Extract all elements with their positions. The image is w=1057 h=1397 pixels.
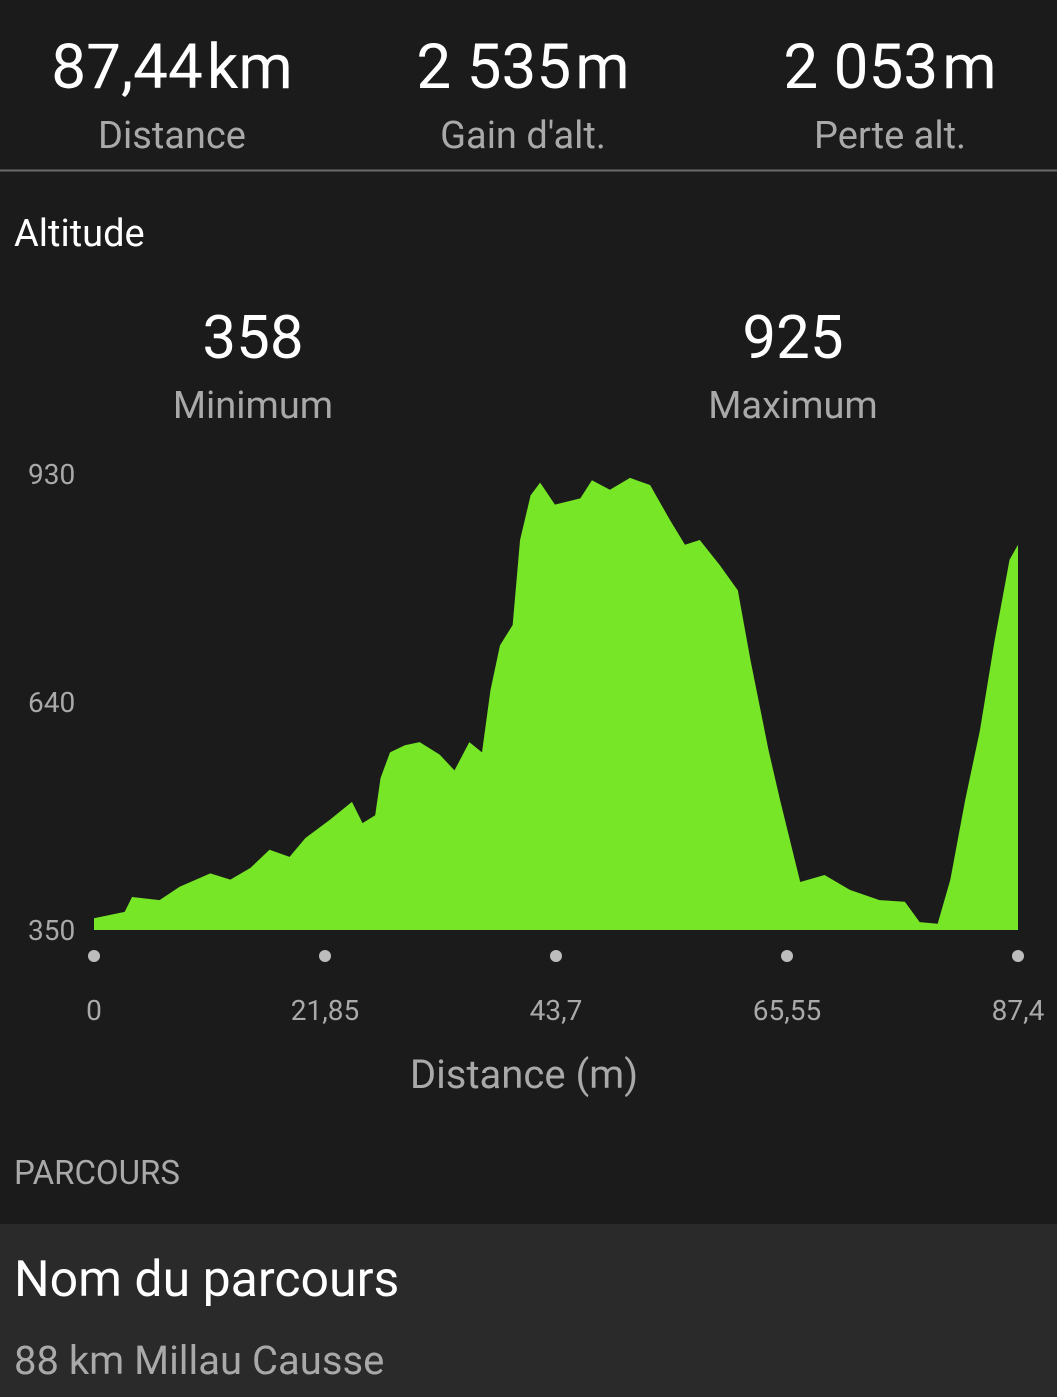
x-tick-label: 21,85	[291, 994, 359, 1027]
max-value: 925	[742, 302, 843, 373]
x-tick-dot	[781, 950, 793, 962]
x-tick-dot	[550, 950, 562, 962]
x-tick-label: 43,7	[530, 994, 583, 1027]
min-label: Minimum	[173, 384, 333, 428]
stat-unit: km	[207, 31, 293, 104]
y-tick-label: 640	[28, 686, 75, 719]
x-tick-dot	[88, 950, 100, 962]
stat-unit: m	[575, 31, 629, 104]
stat-number: 2 535	[416, 31, 571, 104]
max-label: Maximum	[708, 384, 878, 428]
altitude-area	[94, 477, 1018, 930]
stat-label: Perte alt.	[814, 114, 966, 158]
route-section: PARCOURS	[14, 1154, 180, 1193]
stat-unit: m	[942, 31, 996, 104]
y-tick-label: 930	[28, 458, 75, 491]
stat-value: 2 053m	[783, 31, 996, 104]
stat-label: Gain d'alt.	[440, 114, 606, 158]
route-name-label: Nom du parcours	[14, 1251, 399, 1309]
x-tick-label: 87,4	[992, 994, 1045, 1027]
route-panel[interactable]	[0, 1224, 1057, 1397]
stat-value: 87,44km	[51, 31, 292, 104]
stat-label: Distance	[98, 114, 246, 158]
section-title: Altitude	[14, 212, 145, 256]
x-tick-dot	[1012, 950, 1024, 962]
stat-number: 87,44	[51, 31, 203, 104]
stat-number: 2 053	[783, 31, 938, 104]
min-value: 358	[202, 302, 303, 373]
y-tick-label: 350	[28, 914, 75, 947]
x-tick-dot	[319, 950, 331, 962]
x-axis-label: Distance (m)	[410, 1051, 638, 1098]
route-name: 88 km Millau Causse	[14, 1337, 384, 1384]
x-tick-label: 65,55	[753, 994, 821, 1027]
stat-value: 2 535m	[416, 31, 629, 104]
x-tick-label: 0	[86, 994, 102, 1027]
